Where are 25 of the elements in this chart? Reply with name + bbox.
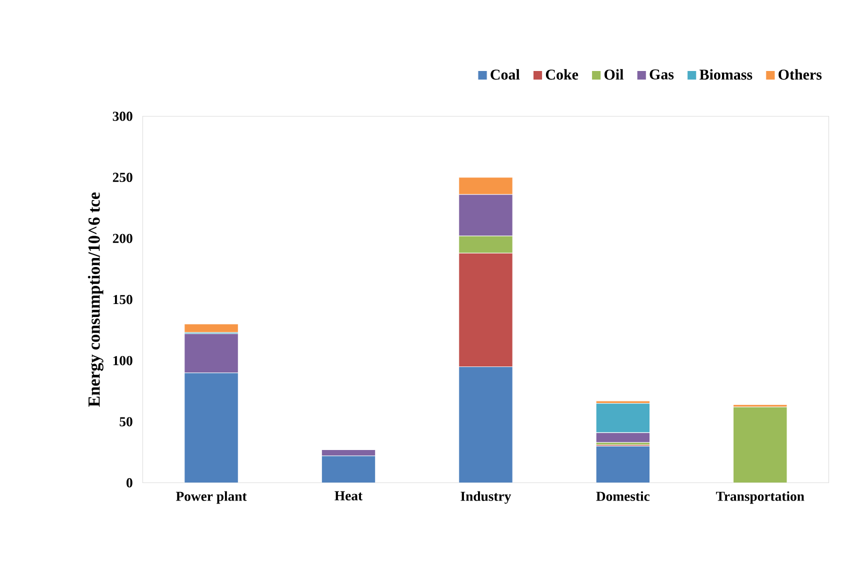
y-tick-label: 0 [126, 478, 132, 488]
bar [184, 372, 238, 483]
legend-label: Biomass [700, 69, 752, 80]
bar [596, 446, 650, 483]
x-tick-label: Transportation [716, 491, 804, 504]
y-tick-label: 200 [112, 234, 132, 244]
legend-label: Gas [650, 70, 674, 80]
y-tick-label: 300 [112, 112, 132, 122]
y-tick-label: 250 [112, 172, 132, 182]
legend-label: Others [778, 69, 822, 80]
y-tick-label: 50 [120, 417, 132, 426]
legend-label: Coal [490, 69, 520, 80]
y-axis-title: Energy consumption/10^6 tce [88, 192, 104, 407]
legend-label: Coke [546, 69, 578, 80]
x-tick-label: Industry [460, 491, 512, 504]
bar [733, 406, 788, 483]
x-tick-label: Power plant [176, 491, 247, 504]
y-tick-label: 100 [113, 356, 132, 366]
x-tick-label: Domestic [596, 491, 650, 502]
bar [321, 450, 376, 456]
bar [458, 366, 513, 483]
x-tick-label: Heat [334, 491, 363, 501]
bar [321, 456, 376, 483]
y-tick-label: 150 [113, 295, 132, 304]
legend-label: Oil [604, 69, 624, 80]
